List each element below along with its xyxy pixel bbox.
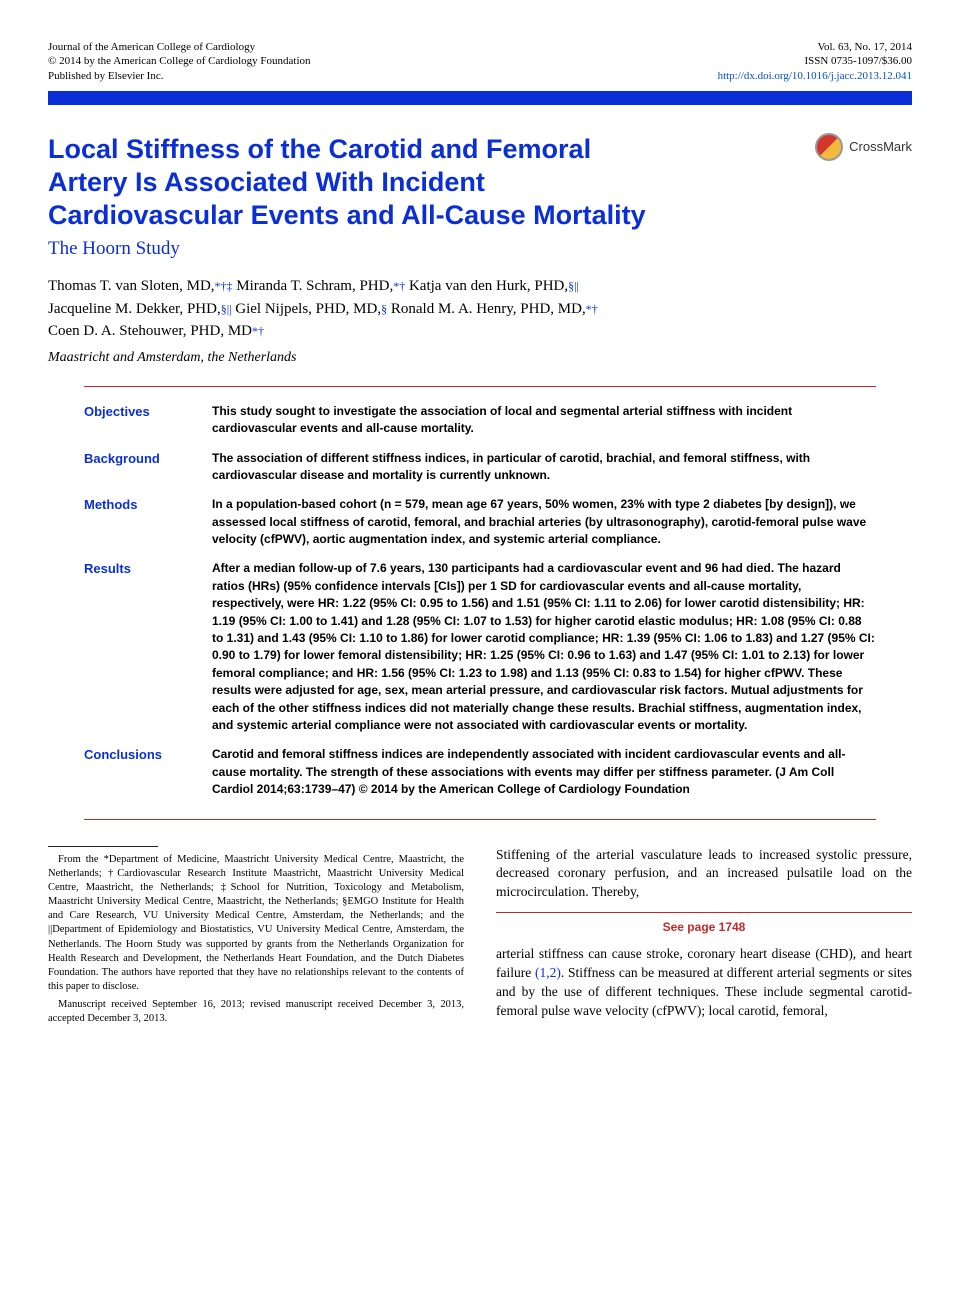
abstract-row: Objectives This study sought to investig… [84, 397, 876, 444]
abstract-row: Methods In a population-based cohort (n … [84, 490, 876, 554]
article-title: Local Stiffness of the Carotid and Femor… [48, 133, 668, 232]
abstract-row: Results After a median follow-up of 7.6 … [84, 554, 876, 740]
abstract-label-objectives: Objectives [84, 403, 194, 438]
footnote-rule [48, 846, 158, 847]
abstract-text-conclusions: Carotid and femoral stiffness indices ar… [212, 746, 876, 798]
author-degree: PHD, [187, 301, 221, 317]
affil-marks: *† [393, 279, 405, 293]
crossmark-badge[interactable]: CrossMark [815, 133, 912, 161]
left-column: From the *Department of Medicine, Maastr… [48, 846, 464, 1031]
abstract-label-results: Results [84, 560, 194, 734]
author-name: Thomas T. van Sloten, [48, 278, 187, 294]
body-para-1: Stiffening of the arterial vasculature l… [496, 846, 912, 903]
abstract-text-results: After a median follow-up of 7.6 years, 1… [212, 560, 876, 734]
crossmark-icon [815, 133, 843, 161]
abstract-label-methods: Methods [84, 496, 194, 548]
affiliation-location: Maastricht and Amsterdam, the Netherland… [48, 349, 912, 368]
author-degree: PHD, MD, [316, 301, 381, 317]
author-degree: MD, [187, 278, 215, 294]
author-degree: PHD, MD [190, 323, 252, 339]
section-divider-bar [48, 91, 912, 105]
abstract-text-background: The association of different stiffness i… [212, 450, 876, 485]
header-left: Journal of the American College of Cardi… [48, 40, 311, 83]
author-list: Thomas T. van Sloten, MD,*†‡ Miranda T. … [48, 275, 912, 343]
footnote-block: From the *Department of Medicine, Maastr… [48, 853, 464, 1027]
body-para-2: arterial stiffness can cause stroke, cor… [496, 945, 912, 1021]
affil-marks: *†‡ [215, 279, 233, 293]
copyright-line: © 2014 by the American College of Cardio… [48, 54, 311, 68]
abstract-row: Conclusions Carotid and femoral stiffnes… [84, 740, 876, 804]
affil-marks: *† [252, 324, 264, 338]
article-subtitle: The Hoorn Study [48, 236, 912, 262]
affil-marks: *† [586, 302, 598, 316]
structured-abstract: Objectives This study sought to investig… [84, 386, 876, 820]
volume-issue: Vol. 63, No. 17, 2014 [718, 40, 912, 54]
author-name: Jacqueline M. Dekker, [48, 301, 187, 317]
abstract-label-background: Background [84, 450, 194, 485]
abstract-row: Background The association of different … [84, 444, 876, 491]
footnote-affiliations: From the *Department of Medicine, Maastr… [48, 853, 464, 995]
author-degree: PHD, [534, 278, 568, 294]
affil-marks: §|| [568, 279, 579, 293]
see-page-callout: See page 1748 [496, 912, 912, 935]
abstract-label-conclusions: Conclusions [84, 746, 194, 798]
journal-name: Journal of the American College of Cardi… [48, 40, 311, 54]
affil-marks: § [381, 302, 387, 316]
title-block: Local Stiffness of the Carotid and Femor… [48, 133, 912, 232]
header-right: Vol. 63, No. 17, 2014 ISSN 0735-1097/$36… [718, 40, 912, 83]
author-degree: PHD, MD, [520, 301, 585, 317]
author-name: Miranda T. Schram, [236, 278, 359, 294]
journal-header: Journal of the American College of Cardi… [48, 40, 912, 83]
abstract-text-objectives: This study sought to investigate the ass… [212, 403, 876, 438]
citation-link[interactable]: (1,2) [535, 965, 561, 980]
author-name: Katja van den Hurk, [409, 278, 534, 294]
abstract-text-methods: In a population-based cohort (n = 579, m… [212, 496, 876, 548]
author-name: Ronald M. A. Henry, [391, 301, 520, 317]
body-columns: From the *Department of Medicine, Maastr… [48, 846, 912, 1031]
right-column: Stiffening of the arterial vasculature l… [496, 846, 912, 1031]
issn-line: ISSN 0735-1097/$36.00 [718, 54, 912, 68]
footnote-manuscript-dates: Manuscript received September 16, 2013; … [48, 998, 464, 1026]
publisher-line: Published by Elsevier Inc. [48, 69, 311, 83]
affil-marks: §|| [221, 302, 232, 316]
doi-link[interactable]: http://dx.doi.org/10.1016/j.jacc.2013.12… [718, 69, 912, 83]
crossmark-label: CrossMark [849, 138, 912, 156]
author-name: Giel Nijpels, [235, 301, 315, 317]
author-name: Coen D. A. Stehouwer, [48, 323, 190, 339]
author-degree: PHD, [359, 278, 393, 294]
